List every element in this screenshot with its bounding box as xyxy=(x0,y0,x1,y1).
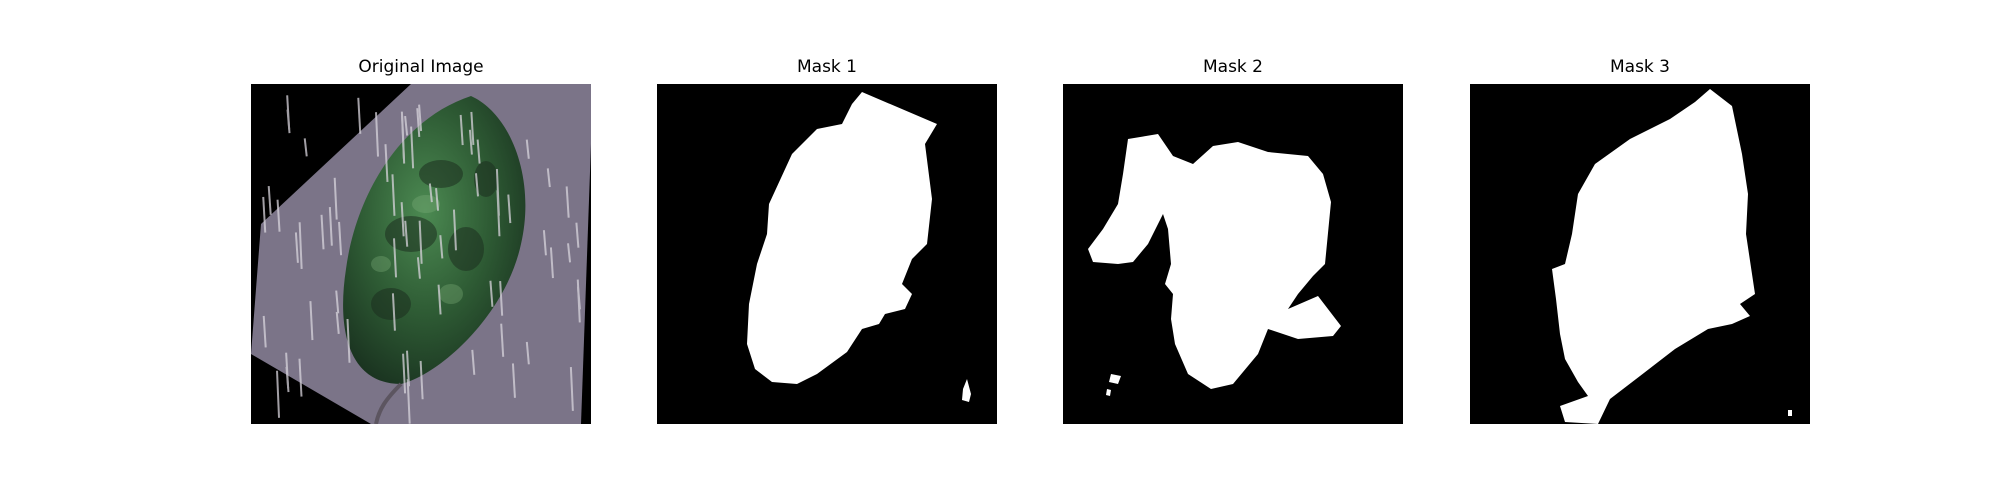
mask-region xyxy=(747,92,937,384)
mask-region xyxy=(1088,134,1341,389)
panel-mask-3: Mask 3 xyxy=(1470,55,1810,424)
mask-2-image xyxy=(1063,84,1403,424)
panel-title: Mask 2 xyxy=(1202,57,1263,77)
mask-1-image xyxy=(657,84,997,424)
panel-title: Mask 1 xyxy=(796,57,857,77)
mask-3-image xyxy=(1470,84,1810,424)
panel-mask-1: Mask 1 xyxy=(657,55,997,424)
panel-title: Mask 3 xyxy=(1609,57,1670,77)
mask-region xyxy=(1552,89,1755,424)
panel-title: Original Image xyxy=(358,57,484,77)
original-image xyxy=(251,84,591,424)
panel-mask-2: Mask 2 xyxy=(1063,55,1403,424)
panel-original-image: Original Image xyxy=(251,55,591,424)
rain-streaks xyxy=(262,95,581,424)
